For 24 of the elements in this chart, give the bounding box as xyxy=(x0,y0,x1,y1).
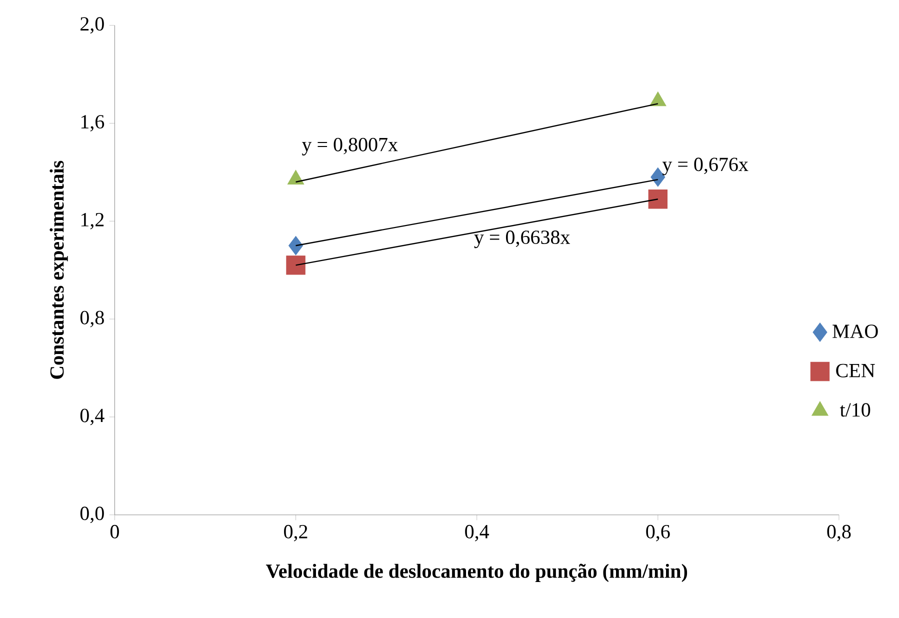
legend-label: t/10 xyxy=(840,403,870,417)
point xyxy=(288,236,304,256)
x-tick-label: 0,2 xyxy=(284,524,308,542)
y-axis-title: Constantes experimentais xyxy=(50,160,68,379)
y-tick-label: 0,8 xyxy=(80,310,104,328)
legend-label: MAO xyxy=(832,324,878,338)
x-tick-label: 0 xyxy=(110,524,119,538)
legend-label: CEN xyxy=(836,364,875,378)
x-axis-title: Velocidade de deslocamento do punção (mm/min) xyxy=(266,564,688,582)
y-tick-label: 1,6 xyxy=(81,114,104,132)
y-tick-label: 0,4 xyxy=(80,408,104,426)
annotation: y = 0,676x xyxy=(662,158,748,176)
point xyxy=(287,170,304,184)
y-tick-label: 1,2 xyxy=(81,212,104,230)
annotation: y = 0,8007x xyxy=(302,138,398,156)
x-tick-label: 0,4 xyxy=(465,524,490,542)
y-tick-label: 0,0 xyxy=(80,506,104,523)
point xyxy=(286,255,306,275)
annotation: y = 0,6638x xyxy=(474,230,570,248)
point xyxy=(648,189,668,209)
y-tick-label: 2,0 xyxy=(80,17,104,34)
x-tick-label: 0,6 xyxy=(646,524,670,542)
point xyxy=(650,91,666,106)
x-tick-label: 0,8 xyxy=(827,524,851,542)
